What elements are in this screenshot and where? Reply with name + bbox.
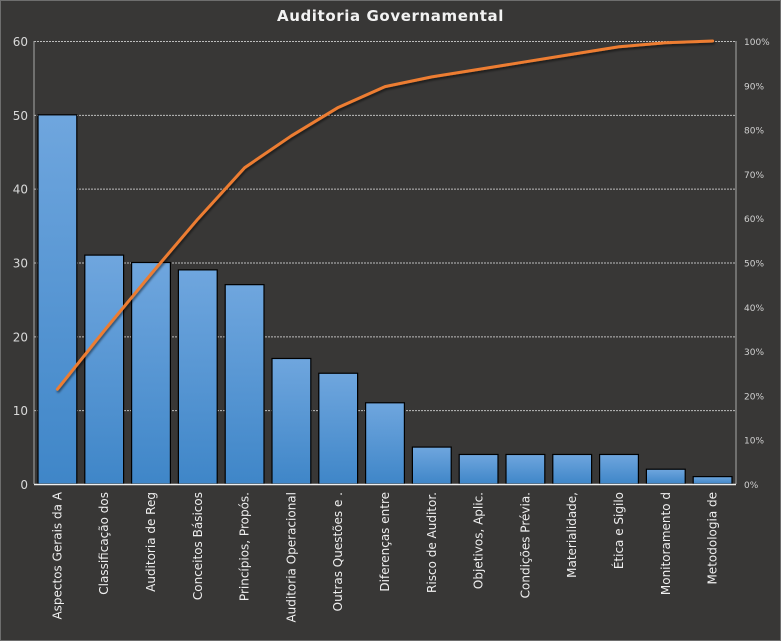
bar bbox=[37, 114, 78, 485]
bar bbox=[692, 476, 733, 485]
x-category-label: Classificação dos bbox=[97, 492, 111, 595]
bar bbox=[131, 261, 172, 485]
x-category-label: Objetivos, Aplic. bbox=[472, 492, 486, 589]
cumulative-line-series bbox=[55, 39, 715, 391]
y-tick-label: 0 bbox=[20, 478, 28, 492]
bar bbox=[271, 357, 312, 485]
x-category-label: Risco de Auditor. bbox=[425, 492, 439, 593]
y2-tick-label: 50% bbox=[744, 260, 764, 270]
x-category-label: Aspectos Gerais da A bbox=[50, 491, 64, 619]
x-category-label: Monitoramento d bbox=[659, 492, 673, 595]
x-category-label: Auditoria de Reg bbox=[144, 492, 158, 592]
y2-tick-label: 0% bbox=[744, 481, 759, 491]
x-category-label: Outras Questões e . bbox=[331, 492, 345, 611]
x-axis-categories: Aspectos Gerais da A Classificação dos Aud… bbox=[50, 491, 719, 622]
bar bbox=[505, 453, 546, 485]
x-category-label: Condições Prévia. bbox=[518, 492, 532, 598]
y2-tick-label: 20% bbox=[744, 392, 764, 402]
bar-series bbox=[37, 114, 733, 485]
axes bbox=[33, 41, 737, 486]
y-tick-label: 50 bbox=[13, 109, 28, 123]
bar bbox=[318, 372, 359, 485]
bar bbox=[411, 446, 452, 485]
x-category-label: Diferenças entre bbox=[378, 492, 392, 592]
y2-tick-label: 90% bbox=[744, 82, 764, 92]
bar bbox=[598, 453, 639, 485]
y-axis-left-ticks: 0 10 20 30 40 50 60 bbox=[13, 35, 28, 492]
bar bbox=[84, 254, 125, 485]
y2-tick-label: 60% bbox=[744, 215, 764, 225]
y2-tick-label: 30% bbox=[744, 348, 764, 358]
bar bbox=[458, 453, 499, 485]
x-category-label: Princípios, Propós. bbox=[238, 492, 252, 601]
bar bbox=[645, 468, 686, 485]
x-category-label: Auditoria Operacional bbox=[284, 492, 298, 623]
x-category-label: Materialidade, bbox=[565, 492, 579, 578]
bar bbox=[552, 453, 593, 485]
y2-tick-label: 40% bbox=[744, 304, 764, 314]
x-category-label: Conceitos Básicos bbox=[191, 492, 205, 600]
y-tick-label: 10 bbox=[13, 404, 28, 418]
y-tick-label: 30 bbox=[13, 257, 28, 271]
chart-title: Auditoria Governamental bbox=[276, 7, 504, 25]
y-tick-label: 40 bbox=[13, 183, 28, 197]
y-axis-right-ticks: 0% 10% 20% 30% 40% 50% 60% 70% 80% 90% 100% bbox=[744, 38, 770, 491]
y-tick-label: 20 bbox=[13, 330, 28, 344]
y2-tick-label: 100% bbox=[744, 38, 770, 48]
y2-tick-label: 10% bbox=[744, 437, 764, 447]
bar bbox=[224, 284, 265, 485]
y2-tick-label: 80% bbox=[744, 127, 764, 137]
x-category-label: Metodologia de bbox=[706, 492, 720, 585]
bar bbox=[177, 269, 218, 485]
y-tick-label: 60 bbox=[13, 35, 28, 49]
y2-tick-label: 70% bbox=[744, 171, 764, 181]
bar bbox=[365, 402, 406, 485]
x-category-label: Ética e Sigilo bbox=[611, 492, 626, 569]
